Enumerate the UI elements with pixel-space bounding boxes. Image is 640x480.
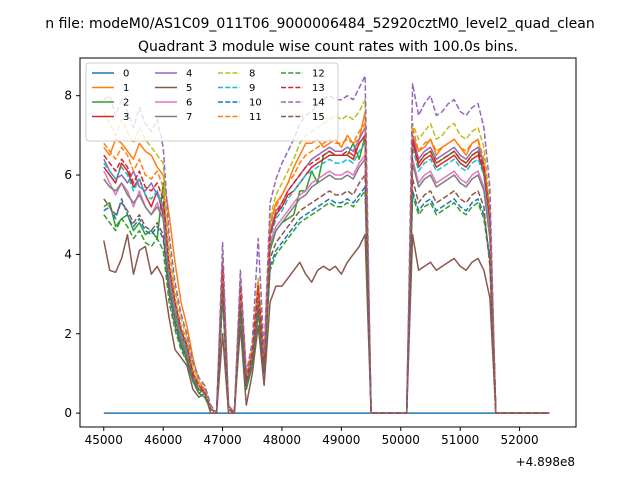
legend-label-8: 8 xyxy=(249,69,255,80)
series-line-13 xyxy=(103,134,550,414)
legend-label-2: 2 xyxy=(123,98,129,109)
legend-label-15: 15 xyxy=(312,112,325,123)
series-line-8 xyxy=(103,98,550,414)
legend-label-13: 13 xyxy=(312,83,325,94)
y-tick-label: 0 xyxy=(64,406,72,420)
x-offset-label: +4.898e8 xyxy=(516,455,575,469)
legend-label-6: 6 xyxy=(186,98,192,109)
x-axis: 45000 46000 47000 48000 49000 50000 51000 52000 xyxy=(85,427,539,447)
legend-label-11: 11 xyxy=(249,112,262,123)
chart-title: Quadrant 3 module wise count rates with … xyxy=(138,39,518,55)
y-tick-label: 4 xyxy=(64,247,72,261)
x-tick-label: 45000 xyxy=(85,433,123,447)
legend-label-3: 3 xyxy=(123,112,129,123)
series-line-7 xyxy=(103,158,550,414)
axes-frame xyxy=(79,57,577,428)
y-tick-label: 8 xyxy=(64,89,72,103)
legend-label-9: 9 xyxy=(249,83,255,94)
x-tick-label: 48000 xyxy=(263,433,301,447)
series-line-5 xyxy=(103,233,550,414)
legend-label-12: 12 xyxy=(312,69,325,80)
figure-suptitle: n file: modeM0/AS1C09_011T06_9000006484_… xyxy=(45,16,594,32)
x-tick-label: 51000 xyxy=(441,433,479,447)
series-line-6 xyxy=(103,154,550,414)
x-tick-label: 50000 xyxy=(382,433,420,447)
x-tick-label: 46000 xyxy=(144,433,182,447)
x-tick-label: 47000 xyxy=(203,433,241,447)
y-tick-label: 6 xyxy=(64,168,72,182)
series-line-12 xyxy=(103,190,550,414)
legend-label-14: 14 xyxy=(312,98,325,109)
series-line-15 xyxy=(103,174,550,414)
legend-label-5: 5 xyxy=(186,83,192,94)
legend-box xyxy=(85,62,339,142)
legend-label-0: 0 xyxy=(123,69,129,80)
x-tick-label: 49000 xyxy=(322,433,360,447)
legend-label-10: 10 xyxy=(249,98,262,109)
series-line-10 xyxy=(103,186,550,414)
legend-label-1: 1 xyxy=(123,83,129,94)
y-axis: 0 2 4 6 8 xyxy=(64,89,80,420)
legend-label-4: 4 xyxy=(186,69,192,80)
legend-label-7: 7 xyxy=(186,112,192,123)
y-tick-label: 2 xyxy=(64,327,72,341)
x-tick-label: 52000 xyxy=(500,433,538,447)
series-line-9 xyxy=(103,142,550,414)
